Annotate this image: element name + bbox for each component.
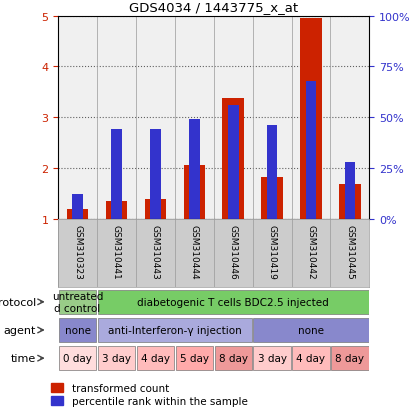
Bar bbox=[183, 166, 205, 219]
Bar bbox=[72, 195, 83, 219]
Text: 5 day: 5 day bbox=[180, 353, 209, 363]
Text: 4 day: 4 day bbox=[296, 353, 325, 363]
Text: GSM310444: GSM310444 bbox=[190, 225, 199, 279]
Bar bbox=[98, 346, 135, 370]
Text: protocol: protocol bbox=[0, 297, 36, 307]
Bar bbox=[215, 346, 252, 370]
Bar bbox=[106, 202, 127, 219]
Bar bbox=[254, 318, 369, 342]
Bar bbox=[176, 346, 213, 370]
Bar bbox=[111, 130, 122, 219]
Bar bbox=[67, 209, 88, 219]
Bar bbox=[137, 346, 174, 370]
Text: GSM310446: GSM310446 bbox=[229, 225, 238, 279]
Bar bbox=[331, 346, 369, 370]
Bar bbox=[98, 290, 369, 314]
Bar bbox=[305, 81, 316, 219]
Bar bbox=[98, 318, 252, 342]
Text: 3 day: 3 day bbox=[258, 353, 287, 363]
Text: GSM310441: GSM310441 bbox=[112, 225, 121, 279]
Text: diabetogenic T cells BDC2.5 injected: diabetogenic T cells BDC2.5 injected bbox=[137, 297, 329, 307]
Bar bbox=[339, 185, 361, 219]
Text: untreated
d control: untreated d control bbox=[52, 291, 103, 313]
Bar bbox=[254, 346, 291, 370]
Bar bbox=[344, 163, 355, 219]
Bar bbox=[59, 318, 96, 342]
Text: none: none bbox=[65, 325, 90, 335]
Text: time: time bbox=[11, 353, 36, 363]
Text: none: none bbox=[298, 325, 324, 335]
Text: agent: agent bbox=[4, 325, 36, 335]
Text: 8 day: 8 day bbox=[335, 353, 364, 363]
Text: GSM310323: GSM310323 bbox=[73, 225, 82, 280]
Bar bbox=[300, 19, 322, 219]
Bar bbox=[222, 99, 244, 219]
Bar bbox=[228, 106, 239, 219]
Text: GSM310419: GSM310419 bbox=[268, 225, 276, 280]
Bar bbox=[145, 199, 166, 219]
Text: GSM310445: GSM310445 bbox=[345, 225, 354, 279]
Text: 8 day: 8 day bbox=[219, 353, 248, 363]
Text: GSM310442: GSM310442 bbox=[307, 225, 315, 279]
Title: GDS4034 / 1443775_x_at: GDS4034 / 1443775_x_at bbox=[129, 1, 298, 14]
Text: 3 day: 3 day bbox=[102, 353, 131, 363]
Bar bbox=[267, 126, 278, 219]
Bar bbox=[292, 346, 330, 370]
Bar bbox=[261, 178, 283, 219]
Text: 4 day: 4 day bbox=[141, 353, 170, 363]
Legend: transformed count, percentile rank within the sample: transformed count, percentile rank withi… bbox=[47, 379, 252, 411]
Bar bbox=[150, 130, 161, 219]
Bar bbox=[59, 346, 96, 370]
Text: GSM310443: GSM310443 bbox=[151, 225, 160, 279]
Bar bbox=[189, 120, 200, 219]
Bar bbox=[59, 290, 96, 314]
Text: 0 day: 0 day bbox=[63, 353, 92, 363]
Text: anti-Interferon-γ injection: anti-Interferon-γ injection bbox=[108, 325, 242, 335]
